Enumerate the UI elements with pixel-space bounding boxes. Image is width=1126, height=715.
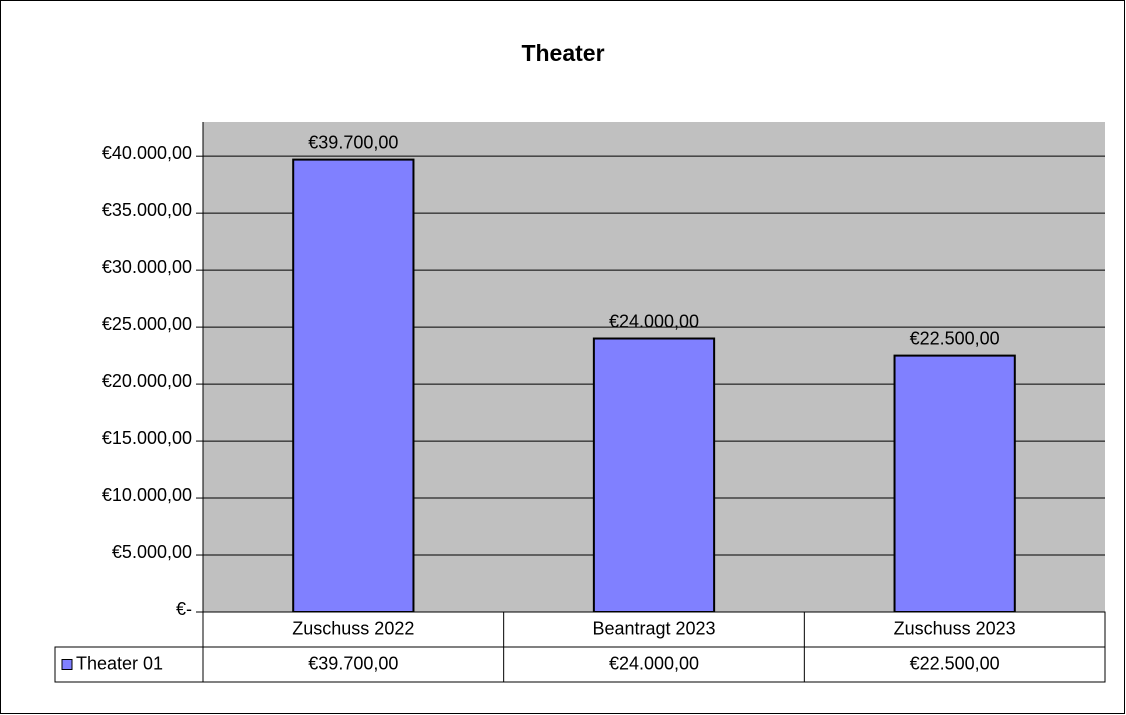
- data-label: €24.000,00: [609, 311, 699, 331]
- y-tick-label: €40.000,00: [102, 143, 192, 163]
- y-tick-label: €10.000,00: [102, 485, 192, 505]
- bar: [292, 158, 415, 613]
- y-tick-label: €35.000,00: [102, 200, 192, 220]
- y-tick-label: €25.000,00: [102, 314, 192, 334]
- y-tick-label: €20.000,00: [102, 371, 192, 391]
- legend-label: Theater 01: [76, 653, 163, 673]
- y-tick-label: €-: [176, 599, 192, 619]
- table-cell: €22.500,00: [910, 653, 1000, 673]
- bar: [592, 337, 716, 613]
- data-label: €39.700,00: [308, 132, 398, 152]
- x-tick-label: Beantragt 2023: [592, 618, 715, 638]
- data-label: €22.500,00: [910, 328, 1000, 348]
- chart-title: Theater: [521, 40, 604, 66]
- x-tick-label: Zuschuss 2023: [894, 618, 1016, 638]
- table-cell: €39.700,00: [308, 653, 398, 673]
- y-tick-label: €30.000,00: [102, 257, 192, 277]
- table-row: [54, 646, 1106, 683]
- legend-key: [61, 659, 73, 670]
- x-tick-label: Zuschuss 2022: [292, 618, 414, 638]
- y-tick-label: €5.000,00: [112, 542, 192, 562]
- table-cell: €24.000,00: [609, 653, 699, 673]
- y-tick-label: €15.000,00: [102, 428, 192, 448]
- bar: [893, 354, 1016, 613]
